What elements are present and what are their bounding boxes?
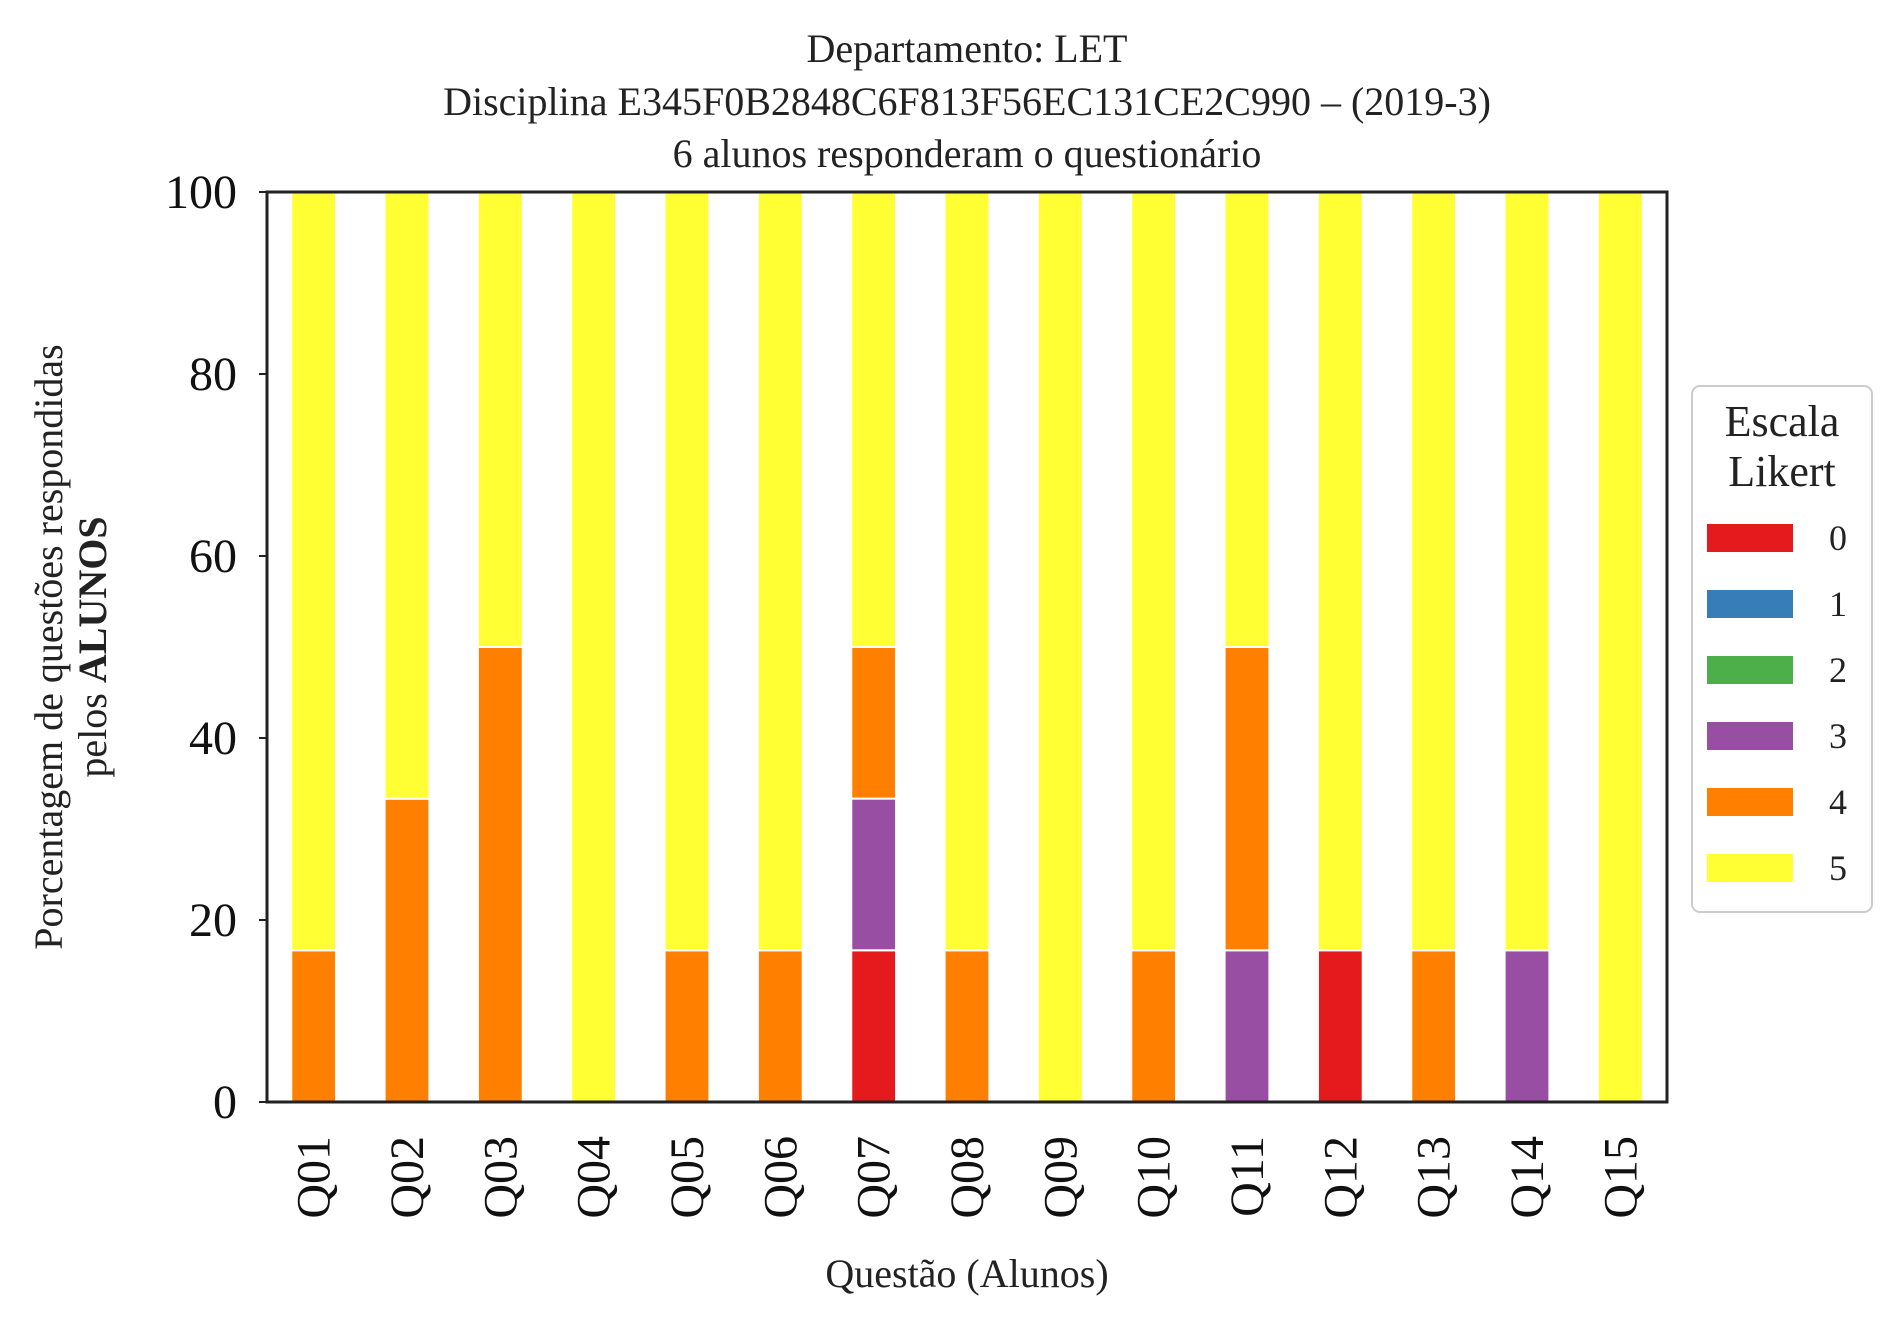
x-tick-label-q07: Q07 <box>848 1136 901 1219</box>
y-axis-label-prefix: pelos <box>70 683 115 777</box>
bar-segment-q06-likert-5 <box>756 191 804 952</box>
bar-segment-q03-likert-5 <box>476 191 524 648</box>
legend-swatch-5 <box>1707 854 1793 882</box>
bar-segment-q07-likert-4 <box>850 645 898 800</box>
x-tick-label-q01: Q01 <box>288 1136 341 1219</box>
y-tick-label-80: 80 <box>189 348 237 401</box>
bar-segment-q10-likert-5 <box>1130 191 1178 952</box>
bar-segment-q09-likert-5 <box>1036 191 1084 1103</box>
bar-segment-q07-likert-3 <box>850 797 898 952</box>
legend-swatch-1 <box>1707 590 1793 618</box>
bar-segment-q07-likert-5 <box>850 190 898 648</box>
bar-segment-q05-likert-4 <box>663 949 711 1103</box>
plot-frame <box>265 190 1669 1104</box>
title-line-1: Departamento: LET <box>807 26 1128 71</box>
bar-segment-q07-likert-0 <box>850 949 898 1103</box>
y-axis-ticks: 0 20 40 60 80 100 <box>165 166 267 1129</box>
y-tick-label-100: 100 <box>165 166 237 219</box>
y-tick-label-20: 20 <box>189 894 237 947</box>
legend-label-5: 5 <box>1829 848 1847 888</box>
x-tick-label-q12: Q12 <box>1314 1136 1367 1219</box>
y-tick-label-40: 40 <box>189 712 237 765</box>
bar-segment-q14-likert-3 <box>1503 949 1551 1103</box>
legend-title-line-1: Escala <box>1725 397 1840 446</box>
bar-segment-q05-likert-5 <box>663 191 711 952</box>
x-tick-label-q04: Q04 <box>568 1136 621 1219</box>
x-tick-label-q08: Q08 <box>941 1136 994 1219</box>
legend-label-1: 1 <box>1829 584 1847 624</box>
bar-segment-q12-likert-0 <box>1316 949 1364 1103</box>
title-line-2: Disciplina E345F0B2848C6F813F56EC131CE2C… <box>443 79 1491 124</box>
bars-group <box>290 190 1644 1104</box>
y-tick-label-0: 0 <box>213 1076 237 1129</box>
legend-swatch-2 <box>1707 656 1793 684</box>
bar-segment-q11-likert-4 <box>1223 646 1271 952</box>
y-axis-label-bold: ALUNOS <box>70 516 115 683</box>
bar-segment-q12-likert-5 <box>1316 191 1364 952</box>
legend-box <box>1691 385 1873 913</box>
legend-title-line-2: Likert <box>1728 447 1836 496</box>
legend-swatch-4 <box>1707 788 1793 816</box>
x-tick-label-q11: Q11 <box>1221 1136 1274 1217</box>
x-tick-label-q15: Q15 <box>1594 1136 1647 1219</box>
x-tick-label-q09: Q09 <box>1034 1136 1087 1219</box>
chart-title: Departamento: LET Disciplina E345F0B2848… <box>443 26 1491 176</box>
bar-segment-q14-likert-5 <box>1503 191 1551 952</box>
legend-label-4: 4 <box>1829 782 1847 822</box>
bar-segment-q02-likert-5 <box>383 191 431 800</box>
bar-segment-q13-likert-4 <box>1410 949 1458 1103</box>
x-tick-label-q06: Q06 <box>754 1136 807 1219</box>
y-axis-label-line-1: Porcentagem de questões respondidas <box>26 344 71 949</box>
x-tick-label-q05: Q05 <box>661 1136 714 1219</box>
x-tick-label-q02: Q02 <box>381 1136 434 1219</box>
bar-segment-q06-likert-4 <box>756 949 804 1103</box>
x-tick-label-q10: Q10 <box>1128 1136 1181 1219</box>
y-axis-label-line-2: pelos ALUNOS <box>70 516 115 777</box>
title-line-3: 6 alunos responderam o questionário <box>673 131 1262 176</box>
bar-segment-q11-likert-3 <box>1223 949 1271 1103</box>
bar-segment-q08-likert-5 <box>943 191 991 952</box>
legend-label-2: 2 <box>1829 650 1847 690</box>
bar-segment-q04-likert-5 <box>570 191 618 1103</box>
x-axis-label: Questão (Alunos) <box>825 1251 1108 1296</box>
bar-segment-q01-likert-5 <box>290 191 338 952</box>
bar-segment-q15-likert-5 <box>1596 191 1644 1103</box>
y-tick-label-60: 60 <box>189 530 237 583</box>
bar-segment-q01-likert-4 <box>290 949 338 1103</box>
legend-swatch-3 <box>1707 722 1793 750</box>
x-tick-label-q03: Q03 <box>474 1136 527 1219</box>
y-axis-label: Porcentagem de questões respondidas pelo… <box>26 344 115 949</box>
x-tick-label-q13: Q13 <box>1408 1136 1461 1219</box>
legend-label-3: 3 <box>1829 716 1847 756</box>
x-tick-label-q14: Q14 <box>1501 1136 1554 1219</box>
bar-segment-q11-likert-5 <box>1223 191 1271 648</box>
x-axis-ticks: Q01 Q02 Q03 Q04 Q05 Q06 Q07 Q08 Q09 Q10 Q11 Q12 Q13 Q… <box>288 1136 1648 1219</box>
bar-segment-q02-likert-4 <box>383 797 431 1104</box>
bar-segment-q03-likert-4 <box>476 646 524 1103</box>
bar-segment-q13-likert-5 <box>1410 191 1458 952</box>
bar-segment-q08-likert-4 <box>943 949 991 1103</box>
legend-label-0: 0 <box>1829 518 1847 558</box>
bar-segment-q10-likert-4 <box>1130 949 1178 1103</box>
legend-swatch-0 <box>1707 524 1793 552</box>
legend: Escala Likert 0 1 2 3 4 5 <box>1691 385 1873 913</box>
legend-entries: 0 1 2 3 4 5 <box>1707 518 1847 888</box>
